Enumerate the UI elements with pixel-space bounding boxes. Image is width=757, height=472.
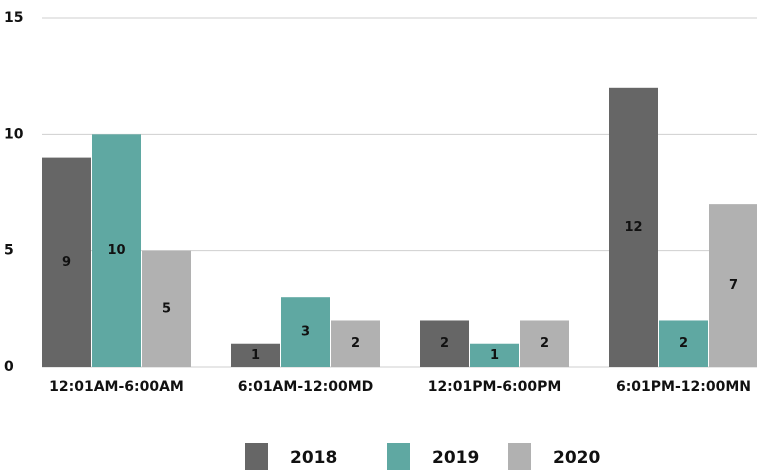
bar <box>709 204 757 367</box>
data-label: 5 <box>162 301 171 316</box>
bar <box>231 343 280 367</box>
bar <box>470 343 519 367</box>
x-tick-label: 12:01PM-6:00PM <box>428 379 562 395</box>
data-label: 9 <box>62 255 71 270</box>
data-label: 2 <box>540 336 549 351</box>
data-label: 1 <box>251 348 260 363</box>
legend-swatch <box>387 443 410 470</box>
bar <box>520 320 569 367</box>
data-label: 1 <box>490 348 499 363</box>
data-label: 2 <box>440 336 449 351</box>
legend-label: 2020 <box>553 448 600 468</box>
bar <box>420 320 469 367</box>
y-tick-label: 15 <box>4 10 23 26</box>
data-label: 10 <box>107 243 125 258</box>
data-label: 12 <box>624 220 642 235</box>
data-label: 2 <box>679 336 688 351</box>
data-label: 7 <box>729 278 738 293</box>
x-tick-label: 6:01PM-12:00MN <box>616 379 751 395</box>
legend-swatch <box>508 443 531 470</box>
data-label: 3 <box>301 325 310 340</box>
y-tick-label: 0 <box>4 359 14 375</box>
legend-label: 2018 <box>290 448 337 468</box>
legend-label: 2019 <box>432 448 479 468</box>
y-tick-label: 10 <box>4 126 24 142</box>
legend-swatch <box>245 443 268 470</box>
bar <box>659 320 708 367</box>
x-tick-label: 12:01AM-6:00AM <box>49 379 184 395</box>
bar <box>331 320 380 367</box>
y-tick-label: 5 <box>4 243 14 259</box>
bar <box>92 134 141 367</box>
bar <box>42 157 91 367</box>
x-tick-label: 6:01AM-12:00MD <box>238 379 374 395</box>
bar <box>281 297 330 367</box>
bar <box>142 250 191 367</box>
data-label: 2 <box>351 336 360 351</box>
bar <box>609 87 658 368</box>
